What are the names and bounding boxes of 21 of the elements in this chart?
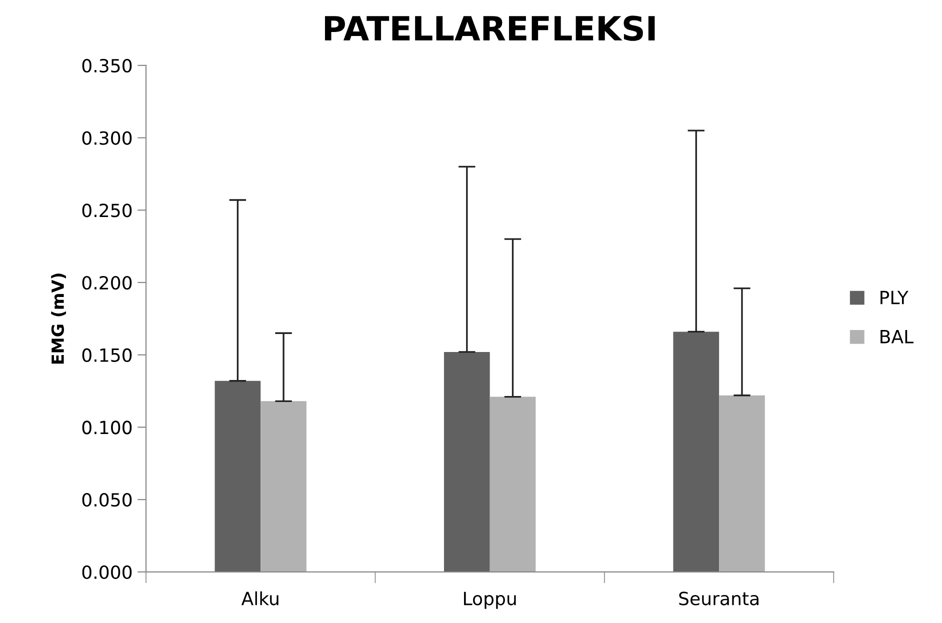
y-tick-label: 0.100 xyxy=(82,420,132,434)
y-axis-title: EMG (mV) xyxy=(51,274,66,364)
bar xyxy=(444,352,490,572)
bar xyxy=(719,395,765,572)
x-tick-label: Seuranta xyxy=(679,592,758,606)
y-tick-label: 0.050 xyxy=(82,493,132,507)
bar xyxy=(214,380,261,572)
y-tick-label: 0.250 xyxy=(82,204,132,218)
y-tick-label: 0.350 xyxy=(82,58,132,73)
x-tick-label: Loppu xyxy=(464,592,516,609)
y-tick-label: 0.000 xyxy=(82,565,132,580)
bar xyxy=(673,332,720,572)
y-tick-label: 0.150 xyxy=(82,348,132,362)
bar xyxy=(490,396,536,572)
legend-label: PLY xyxy=(880,290,908,304)
legend-label: BAL xyxy=(880,330,914,344)
x-tick-label: Alku xyxy=(241,591,278,606)
bar xyxy=(260,401,306,572)
y-tick-label: 0.200 xyxy=(82,276,132,290)
y-tick-label: 0.300 xyxy=(82,131,132,145)
chart-title: PATELLAREFLEKSI xyxy=(324,16,655,41)
